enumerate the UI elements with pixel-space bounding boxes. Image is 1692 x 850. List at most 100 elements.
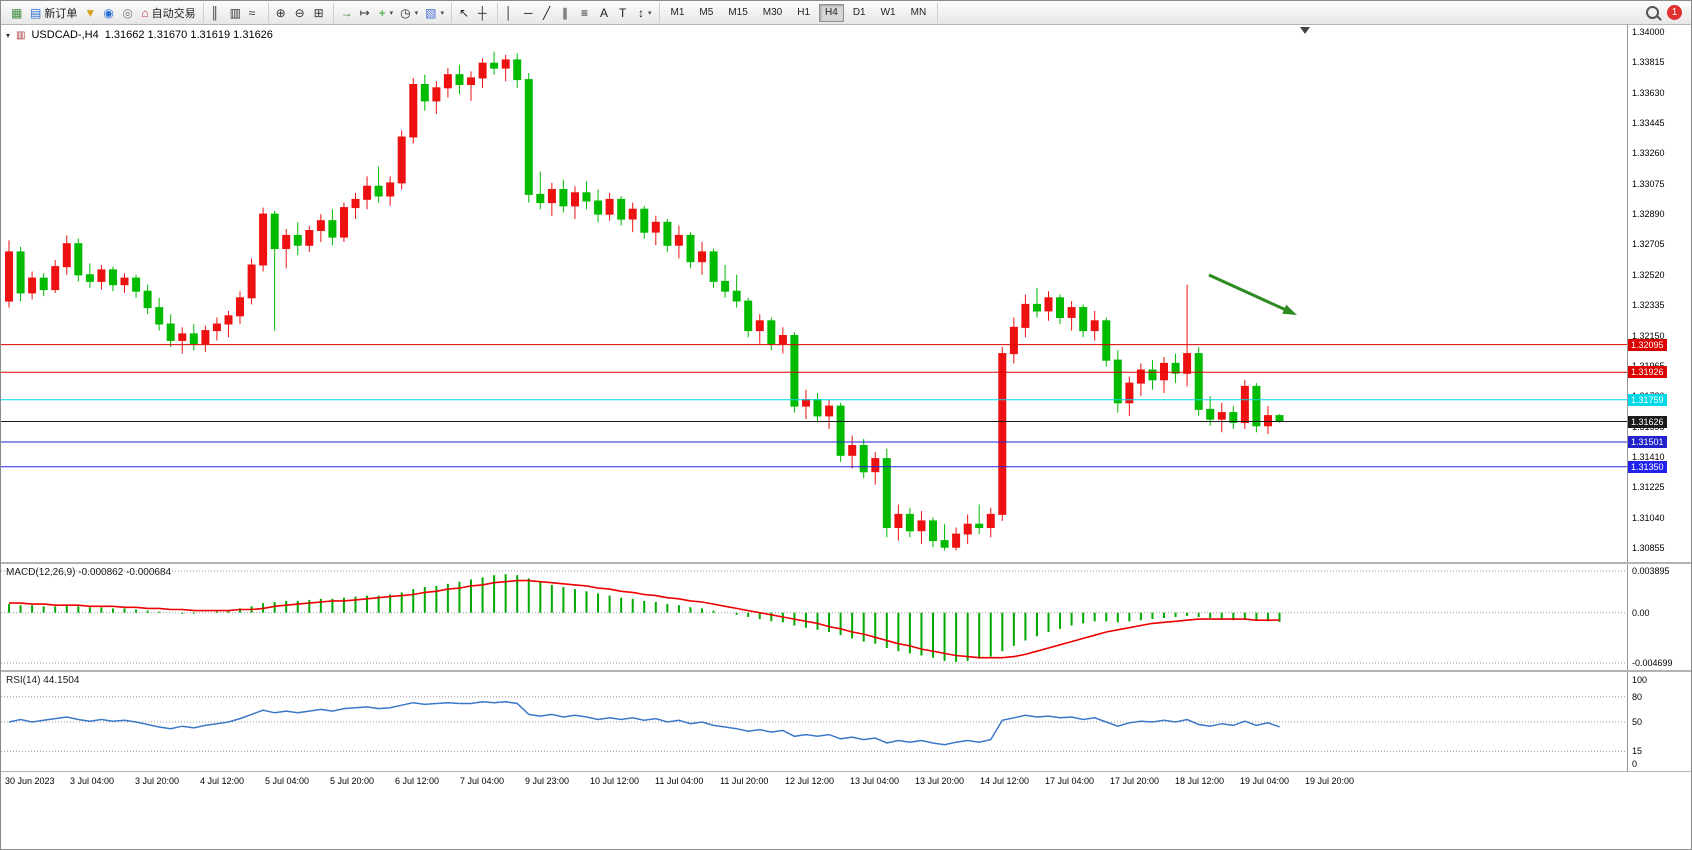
time-axis-label: 4 Jul 12:00	[200, 776, 245, 786]
new-chart-button[interactable]: ▦	[8, 3, 26, 23]
toolbar-right: 1	[1646, 5, 1688, 20]
trendline-button[interactable]: ╱	[540, 3, 558, 23]
horizontal-line-button[interactable]: ─	[521, 3, 539, 23]
time-axis-label: 7 Jul 04:00	[460, 776, 505, 786]
toolbar-group-chart-tools: → ↦ + ▾ ◷ ▾ ▧ ▾	[334, 2, 452, 23]
time-axis-label: 12 Jul 12:00	[785, 776, 835, 786]
zoom-in-button[interactable]: ⊕	[273, 3, 291, 23]
indicators-button[interactable]: + ▾	[376, 3, 397, 23]
bottom-space	[1, 791, 1691, 849]
time-axis-label: 18 Jul 12:00	[1175, 776, 1225, 786]
toolbar-group-zoom: ⊕ ⊖ ⊞	[269, 2, 334, 23]
macd-axis-label: 0.00	[1632, 607, 1650, 618]
zoom-out-icon: ⊖	[294, 5, 305, 20]
timeframe-h1-button[interactable]: H1	[791, 4, 816, 22]
time-axis-label: 13 Jul 20:00	[915, 776, 965, 786]
arrows-button[interactable]: ↕ ▾	[635, 3, 655, 23]
new-order-icon: ▤	[30, 5, 42, 20]
periods-caret-icon[interactable]: ▾	[414, 9, 419, 17]
main-chart-panel: ▾ ▥ USDCAD-,H4 1.31662 1.31670 1.31619 1…	[1, 25, 1691, 564]
notification-badge[interactable]: 1	[1667, 5, 1682, 20]
new-order-button[interactable]: ▤ 新订单	[27, 3, 80, 23]
zoom-out-button[interactable]: ⊖	[292, 3, 310, 23]
timeframe-mn-button[interactable]: MN	[905, 4, 933, 22]
periods-button[interactable]: ◷ ▾	[397, 3, 421, 23]
time-axis-label: 11 Jul 04:00	[655, 776, 704, 786]
toolbar-group-cursor-tools: ↖ ┼	[452, 2, 498, 23]
macd-label: MACD(12,26,9) -0.000862 -0.000684	[6, 567, 172, 578]
horizontal-line-icon: ─	[523, 5, 533, 20]
metaeditor-icon: ▼	[84, 5, 97, 20]
market-watch-button[interactable]: ◉	[100, 3, 118, 23]
metaeditor-button[interactable]: ▼	[81, 3, 99, 23]
auto-trading-button[interactable]: ⌂ 自动交易	[138, 3, 198, 23]
trend-arrow-annotation[interactable]	[1208, 273, 1297, 315]
timeframe-m15-button[interactable]: M15	[722, 4, 753, 22]
toolbar-group-chart-type: ║ ▥ ≈	[204, 2, 269, 23]
fibonacci-button[interactable]: ≡	[578, 3, 596, 23]
time-axis-label: 30 Jun 2023	[5, 776, 55, 786]
time-axis-label: 19 Jul 04:00	[1240, 776, 1290, 786]
price-axis-label: 1.33445	[1632, 118, 1665, 129]
timeframe-m1-button[interactable]: M1	[665, 4, 691, 22]
rsi-chart[interactable]	[1, 672, 1627, 770]
bar-chart-button[interactable]: ║	[208, 3, 226, 23]
price-axis-label: 1.33630	[1632, 87, 1665, 98]
price-axis-label: 1.32705	[1632, 239, 1665, 250]
vertical-line-icon: │	[504, 5, 513, 20]
candlestick-chart[interactable]	[1, 25, 1627, 562]
tile-windows-icon: ⊞	[313, 5, 324, 20]
crosshair-button[interactable]: ┼	[475, 3, 493, 23]
horizontal-level-lines[interactable]	[1, 344, 1627, 468]
macd-chart[interactable]	[1, 564, 1627, 670]
zoom-in-icon: ⊕	[275, 5, 286, 20]
tile-windows-button[interactable]: ⊞	[311, 3, 329, 23]
rsi-axis-label: 50	[1632, 717, 1643, 727]
text-button[interactable]: A	[597, 3, 615, 23]
auto-trading-icon: ⌂	[141, 5, 149, 20]
templates-icon: ▧	[425, 5, 437, 20]
time-axis-label: 3 Jul 04:00	[70, 776, 115, 786]
equidistant-channel-button[interactable]: ∥	[559, 3, 577, 23]
signals-button[interactable]: ◎	[119, 3, 137, 23]
chart-shift-button[interactable]: ↦	[357, 3, 375, 23]
line-chart-button[interactable]: ≈	[246, 3, 264, 23]
time-axis[interactable]: 30 Jun 2023 3 Jul 04:00 3 Jul 20:00 4 Jul 1…	[1, 772, 1691, 791]
search-icon[interactable]	[1646, 6, 1659, 19]
auto-scroll-button[interactable]: →	[338, 3, 356, 23]
trendline-icon: ╱	[542, 5, 551, 20]
price-axis[interactable]: 1.34000 1.33815 1.33630 1.33445 1.33260 1.330…	[1627, 25, 1691, 562]
arrows-caret-icon[interactable]: ▾	[647, 9, 652, 17]
price-axis-label: 1.33815	[1632, 57, 1665, 68]
macd-axis[interactable]: 0.003895 0.00 -0.004699	[1627, 564, 1691, 670]
price-axis-label: 1.32150	[1632, 330, 1665, 341]
time-axis-label: 17 Jul 04:00	[1045, 776, 1095, 786]
vertical-line-button[interactable]: │	[502, 3, 520, 23]
chart-menu-icon[interactable]: ▾	[6, 30, 11, 40]
chart-ohlc-values: 1.31662 1.31670 1.31619 1.31626	[104, 29, 273, 41]
macd-histogram	[8, 574, 1281, 662]
timeframe-m30-button[interactable]: M30	[757, 4, 788, 22]
templates-caret-icon[interactable]: ▾	[440, 9, 444, 17]
cursor-button[interactable]: ↖	[456, 3, 474, 23]
line-chart-icon: ≈	[248, 5, 256, 20]
price-axis-label: 1.34000	[1632, 27, 1665, 37]
chart-symbol-period: USDCAD-,H4	[31, 29, 99, 41]
price-axis-label: 1.33075	[1632, 178, 1665, 189]
price-axis-label: 1.32335	[1632, 300, 1665, 311]
indicators-caret-icon[interactable]: ▾	[389, 9, 394, 17]
timeframe-h4-button[interactable]: H4	[819, 3, 844, 22]
timeframe-m5-button[interactable]: M5	[693, 4, 719, 22]
chart-shift-marker[interactable]	[1300, 27, 1310, 34]
timeframe-w1-button[interactable]: W1	[875, 4, 902, 22]
text-label-button[interactable]: T	[616, 3, 634, 23]
candlestick-chart-button[interactable]: ▥	[227, 3, 245, 23]
candlestick-chart-icon: ▥	[229, 5, 241, 20]
timeframe-d1-button[interactable]: D1	[847, 4, 872, 22]
templates-button[interactable]: ▧ ▾	[422, 3, 447, 23]
price-level-tag: 1.32095	[1628, 338, 1667, 351]
signals-icon: ◎	[122, 5, 133, 20]
rsi-axis-label: 0	[1632, 759, 1638, 769]
rsi-axis[interactable]: 100 80 50 15 0	[1627, 672, 1691, 771]
